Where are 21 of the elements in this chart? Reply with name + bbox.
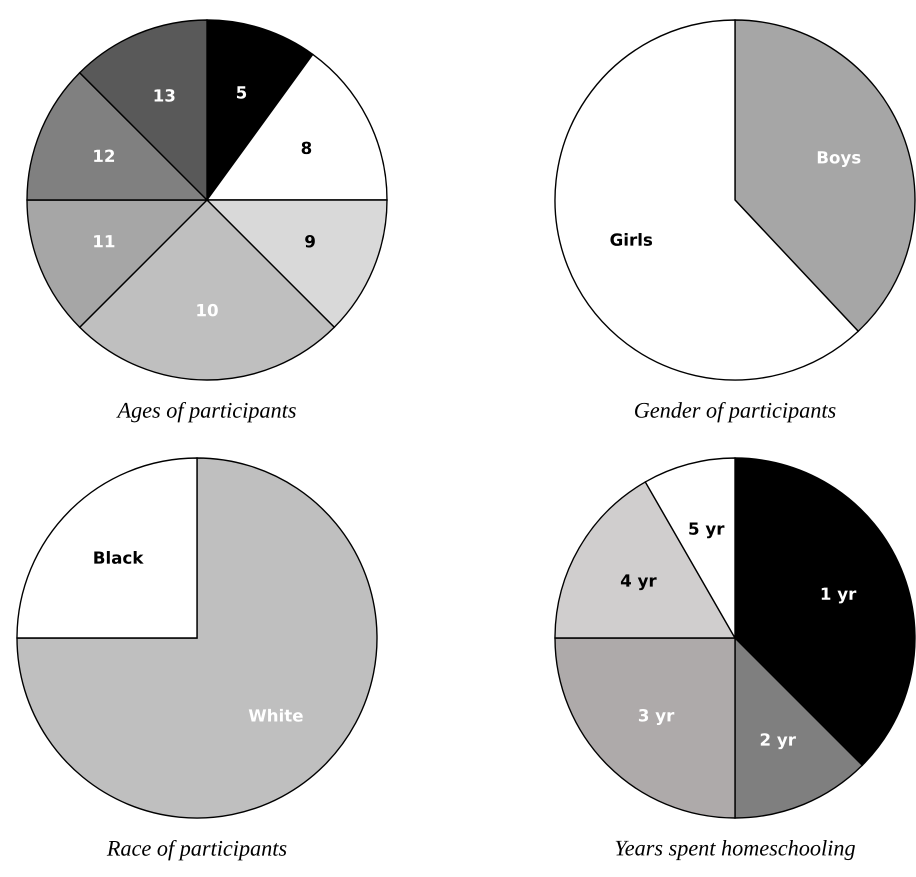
slice-label: 8 bbox=[302, 142, 312, 154]
slice-label: 5 bbox=[236, 86, 246, 99]
text: Ages of participants bbox=[116, 402, 296, 422]
slice-label: Boys bbox=[818, 151, 860, 167]
slice-label: 2 yr bbox=[760, 733, 796, 750]
text: Years spent homeschooling bbox=[616, 840, 855, 860]
slice-label: Girls bbox=[610, 233, 652, 246]
slice-label: 1 yr bbox=[822, 588, 856, 604]
slice-label: 13 bbox=[154, 89, 175, 102]
slice-label: 10 bbox=[197, 304, 218, 316]
slice-label: 12 bbox=[94, 150, 114, 162]
slice-label: 5 yr bbox=[689, 522, 724, 538]
text: Gender of participants bbox=[634, 402, 836, 422]
slice-label: 4 yr bbox=[620, 574, 657, 590]
slice-label: White bbox=[248, 708, 303, 722]
pie-slice bbox=[16, 457, 378, 819]
slice-label: Black bbox=[94, 551, 144, 564]
slice-label: 11 bbox=[94, 235, 114, 248]
slice-label: 3 yr bbox=[638, 709, 674, 725]
text: Race of participants bbox=[106, 840, 286, 860]
slice-label: 9 bbox=[305, 234, 315, 248]
